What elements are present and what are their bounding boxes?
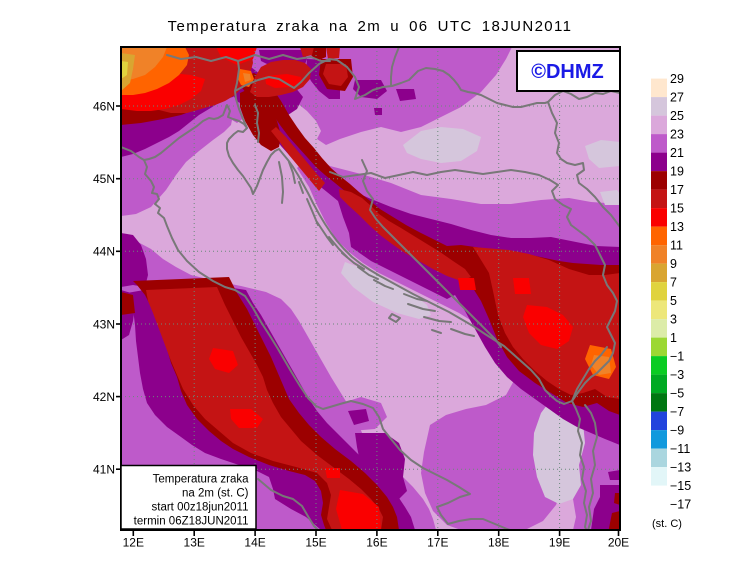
svg-text:41N: 41N (93, 463, 115, 477)
svg-text:23: 23 (670, 127, 684, 141)
svg-text:7: 7 (670, 275, 677, 289)
svg-text:start 00z18jun2011: start 00z18jun2011 (152, 502, 249, 514)
svg-text:25: 25 (670, 109, 684, 123)
svg-text:termin 06Z18JUN2011: termin 06Z18JUN2011 (134, 516, 249, 528)
svg-text:44N: 44N (93, 245, 115, 259)
svg-text:−9: −9 (670, 423, 684, 437)
svg-text:13E: 13E (184, 536, 205, 550)
svg-text:(st. C): (st. C) (652, 518, 682, 530)
svg-text:15E: 15E (305, 536, 326, 550)
svg-text:16E: 16E (366, 536, 387, 550)
svg-text:45N: 45N (93, 172, 115, 186)
svg-text:−13: −13 (670, 460, 691, 474)
svg-text:17: 17 (670, 183, 684, 197)
svg-text:5: 5 (670, 294, 677, 308)
svg-text:Temperatura zraka: Temperatura zraka (153, 474, 249, 486)
svg-text:−11: −11 (670, 442, 690, 456)
svg-text:46N: 46N (93, 99, 115, 113)
svg-text:11: 11 (670, 238, 683, 252)
svg-text:13: 13 (670, 220, 684, 234)
svg-text:29: 29 (670, 72, 684, 86)
svg-text:1: 1 (670, 331, 677, 345)
svg-text:18E: 18E (488, 536, 509, 550)
svg-text:−7: −7 (670, 405, 684, 419)
svg-text:19: 19 (670, 164, 684, 178)
svg-text:−1: −1 (670, 349, 684, 363)
svg-text:14E: 14E (244, 536, 265, 550)
svg-text:−15: −15 (670, 479, 691, 493)
svg-text:−5: −5 (670, 386, 684, 400)
svg-text:9: 9 (670, 257, 677, 271)
svg-text:15: 15 (670, 201, 684, 215)
svg-text:Temperatura zraka na 2m u 06 U: Temperatura zraka na 2m u 06 UTC 18JUN20… (168, 18, 573, 35)
svg-text:©DHMZ: ©DHMZ (531, 61, 604, 83)
svg-text:42N: 42N (93, 390, 115, 404)
svg-text:19E: 19E (549, 536, 570, 550)
svg-text:12E: 12E (123, 536, 144, 550)
svg-text:43N: 43N (93, 317, 115, 331)
svg-text:−17: −17 (670, 497, 691, 511)
svg-text:3: 3 (670, 312, 677, 326)
svg-text:−3: −3 (670, 368, 684, 382)
svg-text:17E: 17E (427, 536, 448, 550)
svg-text:27: 27 (670, 90, 684, 104)
svg-text:20E: 20E (608, 536, 629, 550)
svg-text:21: 21 (670, 146, 684, 160)
svg-text:na 2m (st. C): na 2m (st. C) (182, 488, 249, 500)
